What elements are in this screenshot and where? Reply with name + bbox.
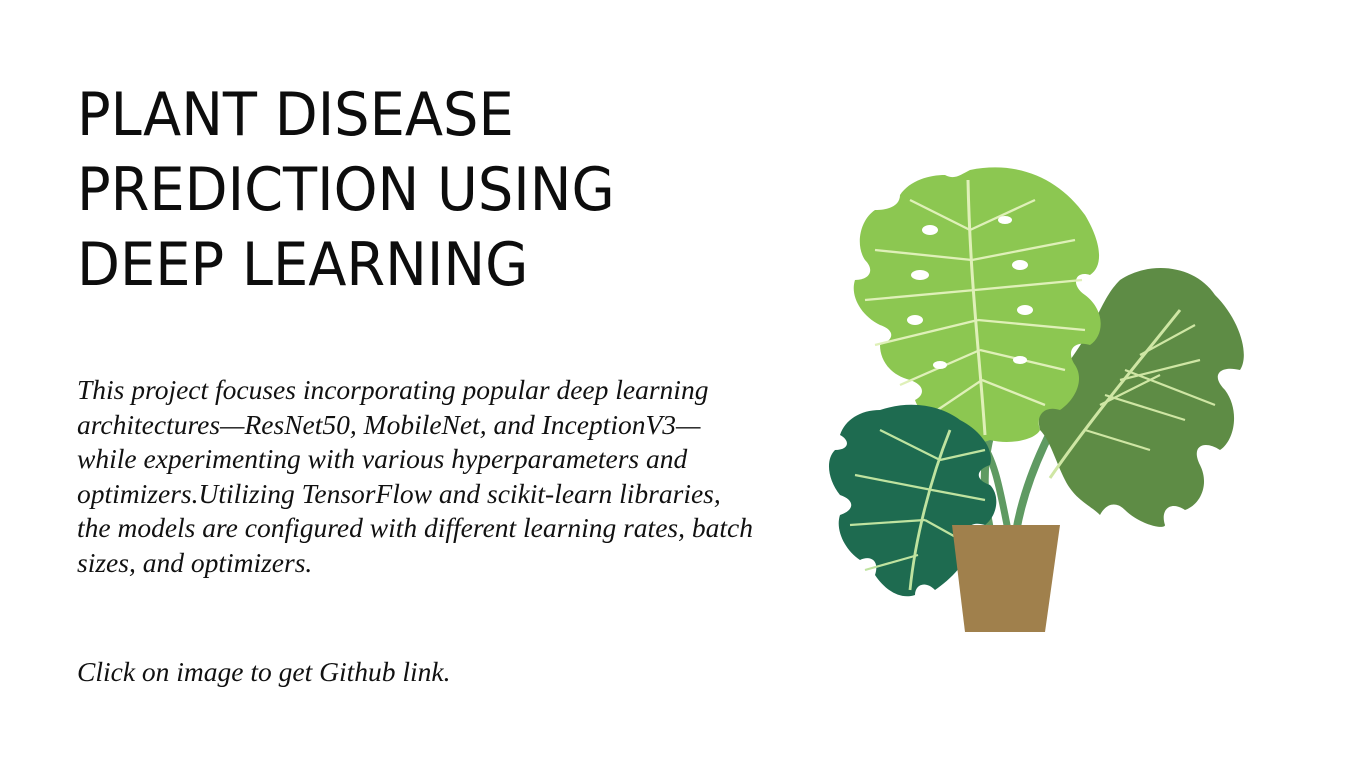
description-line-3: while experimenting with various hyperpa…	[77, 443, 688, 474]
description-line-5: the models are configured with different…	[77, 512, 753, 543]
description-line-6: sizes, and optimizers.	[77, 546, 313, 578]
title-line-2: PREDICTION USING	[77, 155, 615, 225]
title-line-3: DEEP LEARNING	[77, 230, 529, 300]
plant-pot	[952, 525, 1060, 632]
monstera-leaf-dark	[828, 404, 997, 597]
project-description: This project focuses incorporating popul…	[77, 373, 777, 580]
github-link-instruction: Click on image to get Github link.	[77, 656, 451, 687]
monstera-plant-icon[interactable]	[820, 160, 1260, 640]
description-line-4: optimizers.Utilizing TensorFlow and scik…	[77, 477, 721, 509]
description-line-1: This project focuses incorporating popul…	[77, 374, 709, 405]
page-title: PLANT DISEASE PREDICTION USING DEEP LEAR…	[77, 78, 777, 303]
description-line-2: architectures—ResNet50, MobileNet, and I…	[77, 408, 701, 440]
title-line-1: PLANT DISEASE	[77, 80, 514, 150]
monstera-leaf-light	[853, 167, 1101, 442]
plant-image-github-link[interactable]	[820, 160, 1260, 640]
